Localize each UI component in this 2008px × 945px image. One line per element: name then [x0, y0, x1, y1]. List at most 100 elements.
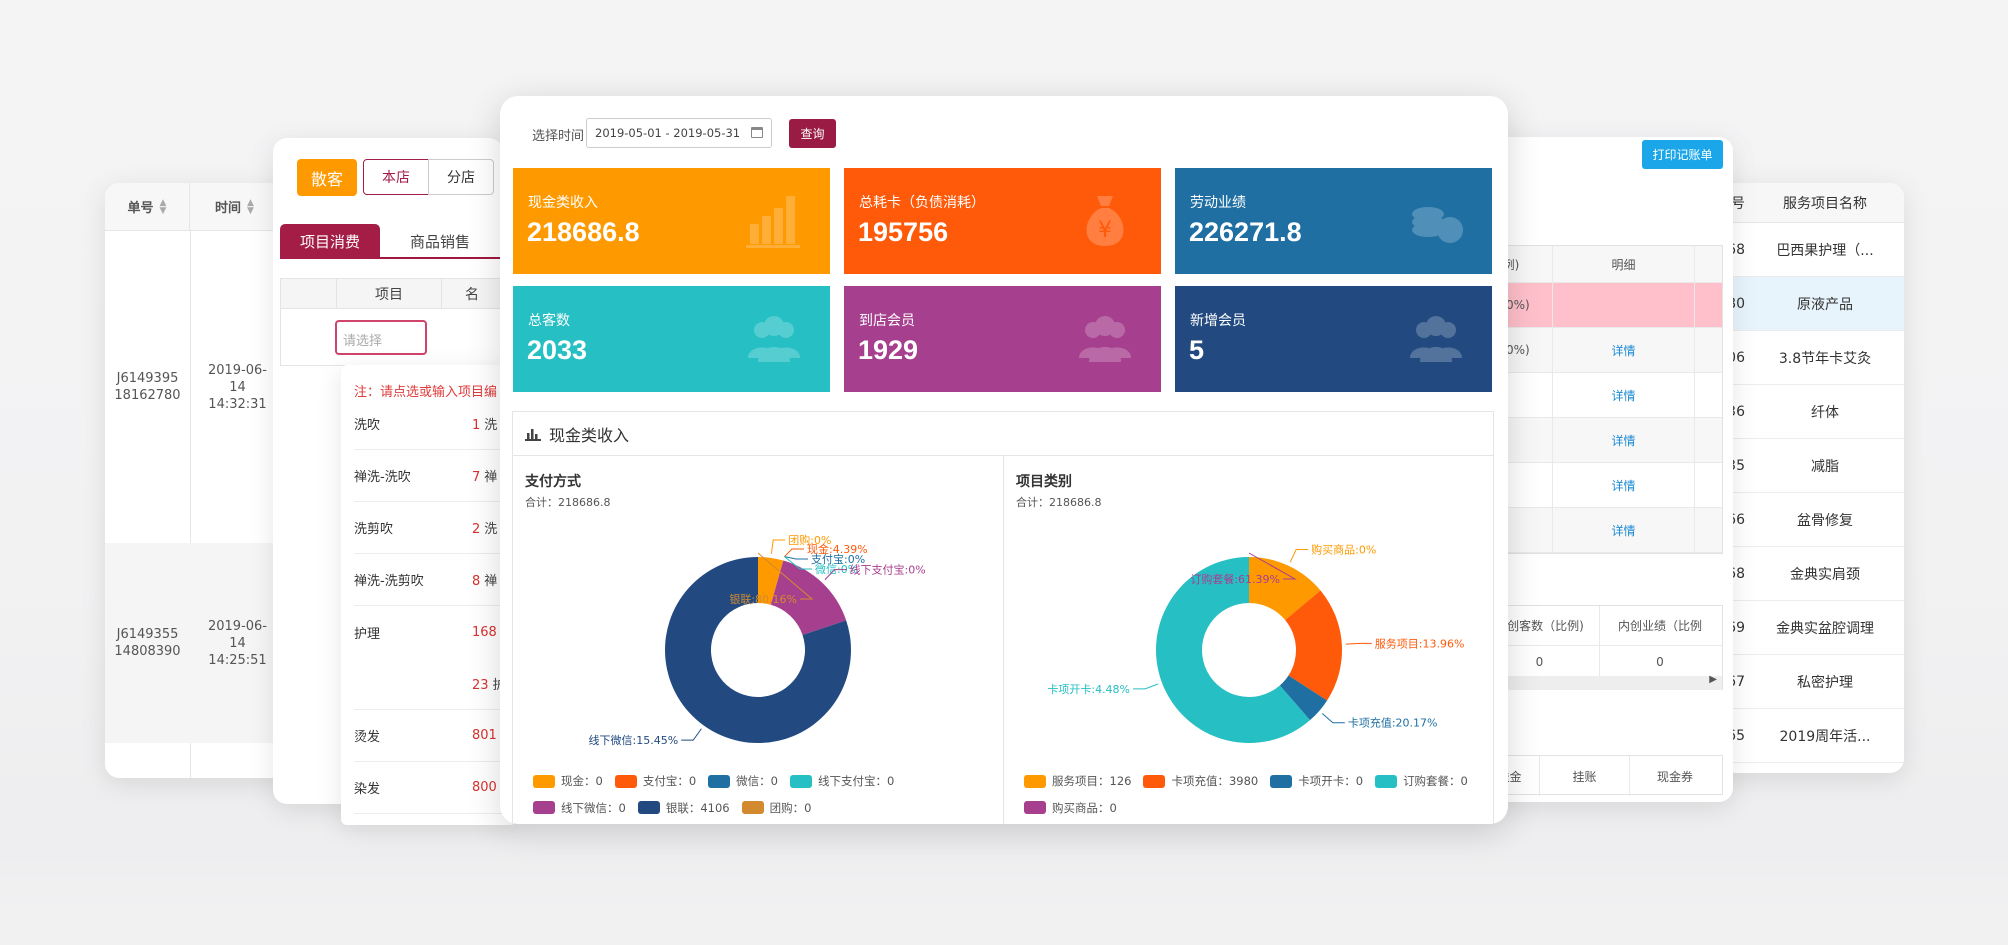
col-detail: 明细	[1553, 246, 1695, 282]
donut-slice[interactable]	[1279, 675, 1328, 721]
table-row[interactable]: 0详情	[1480, 418, 1722, 463]
stat-value: 218686.8	[527, 217, 640, 247]
stat-value: 1929	[858, 335, 919, 365]
label-leader-line	[770, 539, 786, 554]
table-row[interactable]: (100%)	[1480, 283, 1722, 328]
list-item[interactable]: 禅洗-洗吹 7 禅	[354, 450, 516, 502]
detail-link[interactable]: 详情	[1611, 433, 1636, 448]
stat-card[interactable]: 到店会员 1929	[844, 286, 1161, 392]
users-icon	[1406, 308, 1466, 368]
label-leader-line	[784, 548, 804, 558]
label-leader-line	[681, 728, 702, 741]
table-row[interactable]: 0详情	[1480, 373, 1722, 418]
legend-item[interactable]: 微信：0	[708, 769, 778, 793]
donut-slice[interactable]	[1249, 557, 1321, 620]
list-item[interactable]: 染发 800	[354, 762, 516, 814]
legend-swatch	[614, 774, 637, 788]
ratio-table: (比例) 明细 (100%)(100%)详情0详情0详情0详情0详情	[1480, 245, 1723, 554]
service-name: 金典实肩颈	[1790, 566, 1860, 583]
query-button[interactable]: 查询	[789, 119, 836, 148]
legend-label: 购买商品：0	[1052, 800, 1117, 815]
legend-item[interactable]: 支付宝：0	[614, 769, 696, 793]
slice-label: 服务项目:13.96%	[1375, 637, 1465, 650]
table-row[interactable]: J6149355 14808390 2019-06- 14 14:25:51	[105, 543, 295, 743]
slice-label: 卡项充值:20.17%	[1348, 716, 1438, 730]
stat-card[interactable]: 总客数 2033	[513, 286, 830, 392]
floor-reflection	[0, 830, 2008, 945]
detail-link[interactable]: 详情	[1611, 343, 1636, 358]
list-item[interactable]: 23护	[354, 658, 516, 710]
label-leader-line	[1321, 713, 1345, 724]
detail-link[interactable]: 详情	[1611, 523, 1636, 538]
table-row[interactable]: J6149395 18162780 2019-06- 14 14:32:31	[105, 231, 295, 543]
slice-label: 卡项开卡:4.48%	[1047, 683, 1130, 696]
calendar-icon[interactable]	[751, 127, 763, 138]
legend-item[interactable]: 线下微信：0	[533, 796, 626, 820]
date-range-input[interactable]: 2019-05-01 - 2019-05-31	[586, 118, 772, 148]
stat-value: 226271.8	[1189, 217, 1302, 247]
dropdown-note: 注：请点选或输入项目编	[354, 385, 498, 400]
branch-store-button[interactable]: 分店	[428, 159, 494, 195]
sort-icon[interactable]: ▲ ▼	[247, 197, 254, 216]
legend-item[interactable]: 购买商品：0	[1024, 796, 1117, 820]
legend-item[interactable]: 团购：0	[741, 796, 812, 820]
legend-swatch	[1024, 801, 1046, 814]
bar-chart-icon	[744, 190, 804, 250]
horizontal-scrollbar[interactable]: ▶	[1480, 674, 1722, 690]
slice-label: 线下微信:15.45%	[589, 733, 679, 747]
list-item[interactable]: 洗剪吹 2 洗	[354, 502, 516, 554]
legend-label: 卡项充值：3980	[1171, 774, 1259, 788]
scroll-right-icon[interactable]: ▶	[1709, 674, 1717, 685]
stat-card[interactable]: 劳动业绩 226271.8	[1175, 168, 1492, 274]
legend-item[interactable]: 订购套餐：0	[1375, 769, 1468, 793]
legend-item[interactable]: 线下支付宝：0	[789, 769, 894, 793]
service-name: 3.8节年卡艾灸	[1778, 350, 1872, 367]
payment-donut: 团购:0%现金:4.39%支付宝:0%微信:0%线下支付宝:0% 线下微信:15.…	[589, 533, 926, 747]
chart-title: 支付方式	[525, 474, 581, 490]
sort-icon[interactable]: ▲ ▼	[159, 197, 167, 216]
col-inner-customers: 内创客数（比例)	[1480, 606, 1600, 645]
list-item[interactable]: 洗吹 1 洗	[354, 398, 516, 450]
stat-card[interactable]: 总耗卡（负债消耗） 195756 ¥	[844, 168, 1161, 274]
inner-performance-value: 0	[1656, 655, 1664, 669]
time-label: 选择时间	[532, 129, 585, 144]
table-row[interactable]: 0详情	[1480, 463, 1722, 508]
item-select-input[interactable]: 请选择	[335, 320, 427, 355]
chart-legend: 服务项目：126 卡项充值：3980 卡项开卡：0 订购套餐：0 购买商品：0	[1024, 769, 1494, 822]
category-donut: 购买商品:0% 服务项目:13.96% 卡项充值:20.17% 卡项开卡:4.48% 订…	[1047, 543, 1465, 743]
stat-card[interactable]: 新增会员 5	[1175, 286, 1492, 392]
slice-label: 现金:4.39%	[807, 542, 868, 556]
legend-item[interactable]: 卡项充值：3980	[1143, 769, 1258, 793]
col-time[interactable]: 时间 ▲ ▼	[190, 183, 280, 230]
legend-item[interactable]: 现金：0	[533, 769, 603, 793]
legend-label: 团购：0	[769, 800, 812, 815]
chart-title: 项目类别	[1016, 474, 1072, 490]
tab-product-sales[interactable]: 商品销售	[409, 233, 470, 251]
stat-card[interactable]: 现金类收入 218686.8	[513, 168, 830, 274]
payment-table: 送金 挂账 现金券	[1480, 755, 1723, 796]
walk-in-customer-button[interactable]: 散客	[297, 159, 357, 196]
detail-link[interactable]: 详情	[1611, 388, 1636, 403]
legend-item[interactable]: 银联：4106	[637, 796, 730, 820]
donut-slice[interactable]	[770, 560, 847, 636]
list-item[interactable]: 禅洗-洗剪吹 8 禅	[354, 554, 516, 606]
tab-project-consumption[interactable]: 项目消费	[280, 224, 380, 259]
this-store-button[interactable]: 本店	[363, 159, 429, 195]
legend-swatch	[637, 801, 660, 814]
print-bill-button[interactable]: 打印记账单	[1642, 140, 1723, 169]
list-item[interactable]: 护理 168	[354, 624, 497, 642]
stat-value: 2033	[527, 335, 588, 365]
donut-slice[interactable]	[1156, 557, 1311, 743]
legend-item[interactable]: 服务项目：126	[1024, 769, 1131, 793]
stat-title: 现金类收入	[528, 195, 598, 211]
table-row[interactable]: (100%)详情	[1480, 328, 1722, 373]
legend-item[interactable]: 卡项开卡：0	[1270, 769, 1363, 793]
col-order-no[interactable]: 单号 ▲ ▼	[105, 183, 190, 230]
donut-slice[interactable]	[1285, 590, 1342, 701]
table-row[interactable]: 0详情	[1480, 508, 1722, 553]
detail-link[interactable]: 详情	[1611, 478, 1636, 493]
list-item[interactable]: 烫发 801	[354, 710, 516, 762]
legend-swatch	[1375, 774, 1398, 788]
label-leader-line	[1133, 683, 1159, 690]
donut-slice[interactable]	[665, 557, 851, 743]
